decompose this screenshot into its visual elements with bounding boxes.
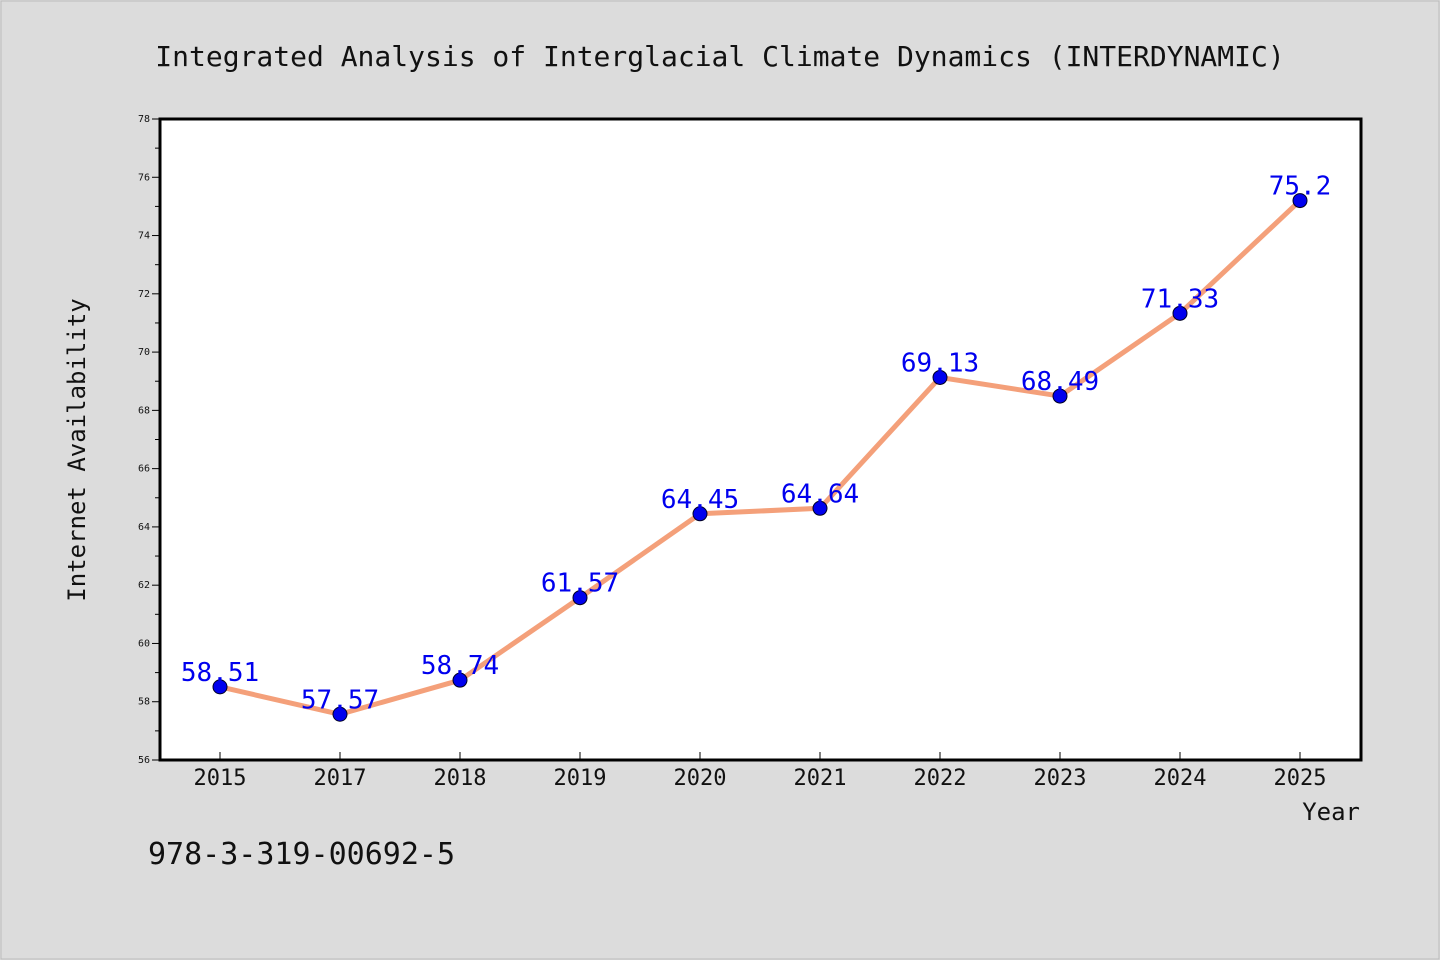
y-tick-label: 72: [138, 289, 150, 300]
plot-area: [158, 117, 1363, 762]
x-tick-label: 2020: [674, 766, 727, 791]
y-axis-label: Internet Availability: [63, 298, 91, 601]
data-label: 61.57: [541, 569, 619, 599]
data-label: 71.33: [1141, 284, 1219, 314]
y-tick-label: 70: [138, 347, 150, 358]
data-point: [212, 679, 228, 695]
y-tick-label: 60: [138, 638, 150, 649]
x-tick-label: 2019: [554, 766, 607, 791]
data-point: [1052, 388, 1068, 404]
x-axis-label: Year: [1302, 798, 1360, 826]
y-tick-label: 66: [138, 464, 150, 475]
data-labels: 58.51 57.57 58.74 61.57 64.45 64.64 69.13 68.49…: [181, 172, 1331, 716]
x-tick-label: 2022: [914, 766, 967, 791]
y-tick-label: 68: [138, 405, 150, 416]
data-point: [1172, 305, 1188, 321]
y-axis: 56 58 60 62 64 66 68 70 72 74 76 78: [138, 114, 160, 766]
x-tick-label: 2021: [794, 766, 847, 791]
x-tick-label: 2018: [434, 766, 487, 791]
x-tick-label: 2025: [1274, 766, 1327, 791]
y-tick-label: 58: [138, 697, 150, 708]
y-tick-label: 74: [138, 231, 150, 242]
x-tick-label: 2015: [194, 766, 247, 791]
chart-title: Integrated Analysis of Interglacial Clim…: [155, 40, 1284, 73]
series-line: [217, 198, 1303, 717]
y-tick-label: 78: [138, 114, 150, 125]
data-point: [1292, 193, 1308, 209]
data-label: 75.2: [1269, 172, 1332, 202]
data-point: [692, 506, 708, 522]
data-point: [332, 706, 348, 722]
data-point: [572, 590, 588, 606]
data-point: [932, 369, 948, 385]
y-tick-label: 76: [138, 172, 150, 183]
data-label: 68.49: [1021, 367, 1099, 397]
footer-isbn: 978-3-319-00692-5: [148, 837, 455, 872]
data-point: [812, 500, 828, 516]
data-label: 57.57: [301, 685, 379, 715]
data-label: 58.74: [421, 651, 499, 681]
y-tick-label: 56: [138, 755, 150, 766]
data-point: [452, 672, 468, 688]
x-tick-label: 2017: [314, 766, 367, 791]
data-label: 69.13: [901, 348, 979, 378]
series-markers: [212, 193, 1308, 722]
y-tick-label: 62: [138, 580, 150, 591]
y-tick-label: 64: [138, 522, 150, 533]
data-label: 58.51: [181, 658, 259, 688]
data-label: 64.64: [781, 479, 859, 509]
x-axis: 2015 2017 2018 2019 2020 2021 2022 2023 2024 2025: [194, 752, 1327, 791]
data-label: 64.45: [661, 485, 739, 515]
x-tick-label: 2024: [1154, 766, 1207, 791]
x-tick-label: 2023: [1034, 766, 1087, 791]
